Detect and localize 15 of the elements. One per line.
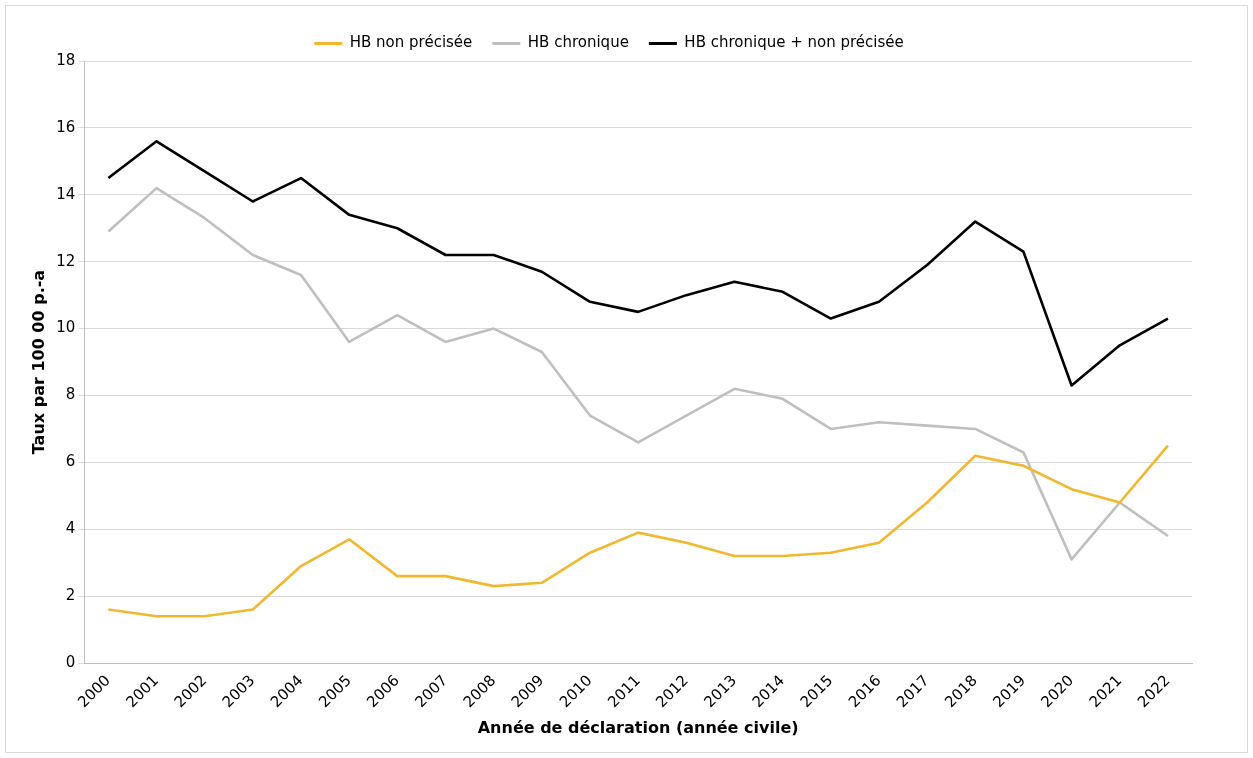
y-axis-title: Taux par 100 00 p.-a (28, 269, 48, 455)
y-tick-label: 12 (56, 251, 76, 270)
legend-label: HB chronique + non précisée (684, 33, 904, 52)
y-tick-label: 16 (56, 117, 76, 136)
y-tick-label: 18 (56, 50, 76, 69)
y-tick-label: 2 (65, 586, 76, 605)
y-tick-label: 10 (56, 318, 76, 337)
y-tick-label: 4 (65, 519, 76, 538)
y-tick-label: 14 (56, 184, 76, 203)
y-tick-label: 0 (65, 652, 76, 671)
x-axis-title: Année de déclaration (année civile) (477, 717, 799, 737)
legend-label: HB chronique (527, 33, 629, 52)
y-tick-label: 8 (65, 385, 76, 404)
y-tick-label: 6 (65, 452, 76, 471)
legend-label: HB non précisée (349, 33, 473, 52)
